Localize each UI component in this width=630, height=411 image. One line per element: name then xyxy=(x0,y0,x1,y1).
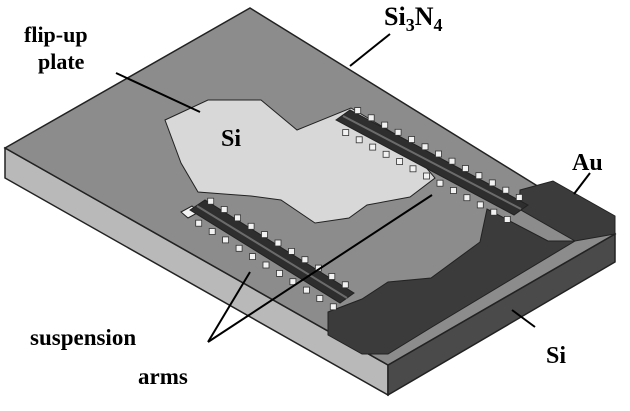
leader-au xyxy=(573,172,591,195)
label-plate: plate xyxy=(38,49,85,74)
anchor-square xyxy=(288,247,295,255)
anchor-square xyxy=(394,128,402,136)
anchor-square xyxy=(316,295,324,302)
anchor-square xyxy=(234,214,242,222)
anchor-square xyxy=(367,114,375,122)
leader-arm-rear xyxy=(207,194,433,343)
label-plate-material: Si xyxy=(221,126,241,152)
anchor-row-front xyxy=(195,197,349,311)
anchor-square xyxy=(329,303,337,311)
anchor-square xyxy=(354,107,362,114)
anchor-square xyxy=(435,150,442,158)
anchor-square xyxy=(355,136,363,144)
anchor-square xyxy=(341,281,349,289)
anchor-square xyxy=(261,231,268,239)
anchor-square xyxy=(396,158,404,165)
anchor-square xyxy=(342,129,350,137)
anchor-square xyxy=(222,236,230,244)
anchor-square xyxy=(423,172,430,180)
anchor-square xyxy=(249,253,256,261)
anchor-square xyxy=(195,219,203,227)
anchor-square xyxy=(476,201,484,209)
anchor-square xyxy=(408,136,416,143)
anchor-square xyxy=(208,228,216,235)
anchor-square xyxy=(463,194,471,202)
anchor-square xyxy=(382,150,390,158)
leader-flip-up-plate xyxy=(115,72,201,113)
anchor-square xyxy=(381,121,389,129)
anchor-square xyxy=(220,206,228,213)
anchor-square xyxy=(503,215,511,223)
anchor-square xyxy=(302,286,310,294)
suspension-arm-front xyxy=(189,197,355,311)
anchor-square xyxy=(301,256,309,264)
anchor-row-rear xyxy=(342,107,523,223)
anchor-square xyxy=(235,244,243,252)
label-suspension: suspension xyxy=(30,325,136,350)
anchor-square xyxy=(421,143,429,151)
anchor-square xyxy=(461,165,469,172)
anchor-square xyxy=(247,222,255,230)
leader-arm-front xyxy=(207,271,251,343)
anchor-square xyxy=(475,172,483,180)
suspension-arm-rear xyxy=(335,107,529,223)
anchor-square xyxy=(502,186,510,194)
anchor-square xyxy=(328,273,336,280)
anchor-square xyxy=(436,179,444,187)
leader-si3n4 xyxy=(349,33,391,67)
anchor-square xyxy=(409,165,417,173)
anchor-square xyxy=(448,157,456,165)
anchor-square xyxy=(515,193,523,201)
label-membrane: Si3N4 xyxy=(384,2,442,35)
label-substrate: Si xyxy=(546,343,566,369)
anchor-square xyxy=(262,261,270,269)
label-arms: arms xyxy=(138,364,188,389)
anchor-square xyxy=(274,239,282,247)
anchor-square xyxy=(369,143,377,151)
anchor-square xyxy=(449,187,457,194)
anchor-square xyxy=(207,197,215,205)
au-pad-front xyxy=(327,208,577,355)
label-flip-up: flip-up xyxy=(24,22,88,47)
anchor-square xyxy=(490,208,498,216)
anchor-square xyxy=(488,179,496,187)
anchor-square xyxy=(289,278,297,286)
anchor-square xyxy=(276,269,283,277)
label-electrode: Au xyxy=(572,150,603,176)
leader-si-substrate xyxy=(511,309,536,328)
